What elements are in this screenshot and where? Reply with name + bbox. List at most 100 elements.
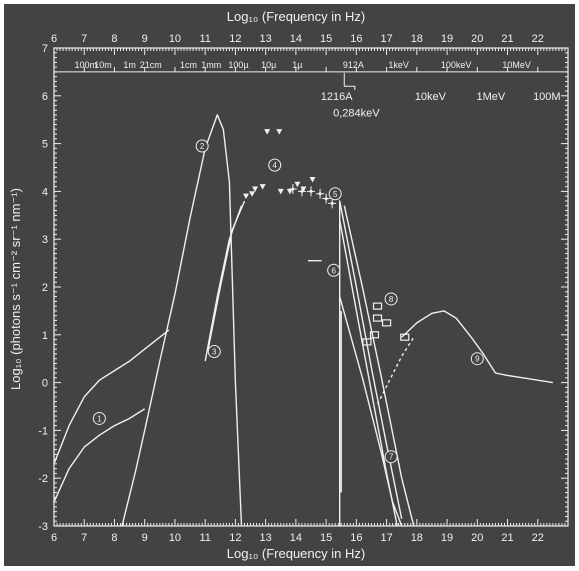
curve-marker-label: 4	[272, 161, 277, 170]
data-triangle	[249, 191, 256, 197]
data-triangle	[276, 129, 283, 135]
data-triangle	[294, 181, 301, 188]
wavelength-label: 10MeV	[502, 60, 531, 70]
data-square	[372, 302, 383, 310]
data-point	[330, 201, 334, 205]
bottom-axis-title: Log₁₀ (Frequency in Hz)	[227, 546, 365, 561]
wavelength-label: 10µ	[261, 60, 276, 70]
x-tick-label-bottom: 20	[471, 532, 483, 544]
wavelength-label: 100keV	[441, 60, 472, 70]
data-point	[324, 197, 328, 201]
x-tick-label-top: 14	[290, 33, 302, 45]
x-tick-label-bottom: 13	[260, 532, 272, 544]
curve-marker-label: 5	[333, 190, 338, 199]
y-tick-label: 7	[42, 43, 48, 55]
curve-marker-circle	[92, 411, 106, 425]
data-triangle	[309, 176, 316, 183]
x-tick-label-top: 18	[411, 33, 423, 45]
curve-marker-label: 9	[475, 355, 480, 364]
wavelength-label: 1m	[123, 60, 136, 70]
curve-marker-label: 3	[212, 348, 217, 357]
wavelength-label: 100µ	[228, 60, 248, 70]
wavelength-label: 21cm	[140, 60, 162, 70]
series-line-3	[121, 114, 243, 527]
x-tick-label-bottom: 14	[290, 532, 302, 544]
data-triangle	[286, 188, 293, 195]
data-point	[291, 187, 295, 191]
series-line-12	[376, 336, 415, 405]
y-tick-label: 2	[42, 282, 48, 294]
y-tick-label: 4	[42, 186, 48, 198]
curve-marker-circle	[384, 450, 398, 464]
curve-marker-circle	[384, 292, 398, 306]
data-square	[369, 331, 380, 339]
series-line-11	[401, 310, 554, 384]
data-triangle	[259, 184, 266, 190]
wavelength-label: 10m	[94, 60, 112, 70]
series-line-2	[53, 408, 146, 503]
data-triangle	[264, 129, 271, 135]
energy-label: 100M	[533, 91, 561, 103]
series-line-9	[343, 205, 415, 527]
data-triangle	[252, 186, 259, 193]
data-point	[318, 192, 322, 196]
y-tick-label: -1	[38, 425, 48, 437]
x-tick-label-bottom: 21	[501, 532, 513, 544]
x-tick-label-top: 17	[380, 33, 392, 45]
y-tick-label: -3	[38, 521, 48, 533]
x-tick-label-bottom: 19	[441, 532, 453, 544]
curve-marker-circle	[327, 263, 341, 277]
x-tick-label-bottom: 18	[411, 532, 423, 544]
curve-marker-label: 7	[389, 453, 394, 462]
x-tick-label-top: 8	[111, 33, 117, 45]
curve-marker-circle	[328, 187, 342, 201]
x-tick-label-top: 7	[81, 33, 87, 45]
series-line-8	[339, 296, 403, 527]
x-tick-label-top: 15	[320, 33, 332, 45]
data-point	[300, 189, 304, 193]
x-tick-label-bottom: 11	[199, 532, 210, 544]
y-tick-label: 0	[42, 378, 48, 390]
data-triangle	[277, 188, 284, 195]
series-line-6	[339, 200, 403, 526]
x-tick-label-bottom: 22	[532, 532, 544, 544]
scale-bracket	[343, 72, 356, 91]
x-tick-label-bottom: 12	[229, 532, 241, 544]
x-tick-label-top: 19	[441, 33, 453, 45]
y-tick-label: 5	[42, 139, 48, 151]
curve-marker-label: 2	[200, 142, 205, 151]
curve-marker-circle	[195, 139, 209, 153]
energy-label: 0,284keV	[333, 108, 380, 120]
x-tick-label-top: 11	[199, 33, 210, 45]
x-tick-label-top: 20	[471, 33, 483, 45]
x-tick-label-top: 6	[51, 33, 57, 45]
x-tick-label-bottom: 8	[111, 532, 117, 544]
wavelength-label: 1µ	[292, 60, 302, 70]
plot-frame	[53, 47, 569, 527]
top-axis-title: Log₁₀ (Frequency in Hz)	[227, 9, 365, 24]
series-line-5	[207, 200, 246, 350]
data-square	[381, 319, 392, 327]
x-tick-label-bottom: 16	[350, 532, 362, 544]
data-square	[372, 314, 383, 322]
curve-marker-circle	[268, 158, 282, 172]
x-tick-label-bottom: 9	[142, 532, 148, 544]
curve-marker-label: 8	[389, 295, 394, 304]
curve-marker-circle	[470, 352, 484, 366]
energy-label: 10keV	[415, 91, 447, 103]
x-tick-label-bottom: 7	[81, 532, 87, 544]
curve-marker-label: 6	[331, 266, 336, 275]
wavelength-label: 1keV	[388, 60, 409, 70]
x-tick-label-top: 21	[501, 33, 513, 45]
x-tick-label-top: 12	[229, 33, 241, 45]
y-tick-label: 3	[42, 234, 48, 246]
data-point	[309, 189, 313, 193]
x-tick-label-top: 22	[532, 33, 544, 45]
wavelength-label: 1mm	[201, 60, 221, 70]
data-square	[362, 338, 372, 346]
energy-label: 1216A	[321, 91, 353, 103]
series-line-7	[339, 219, 398, 527]
wavelength-label: 912A	[343, 60, 364, 70]
